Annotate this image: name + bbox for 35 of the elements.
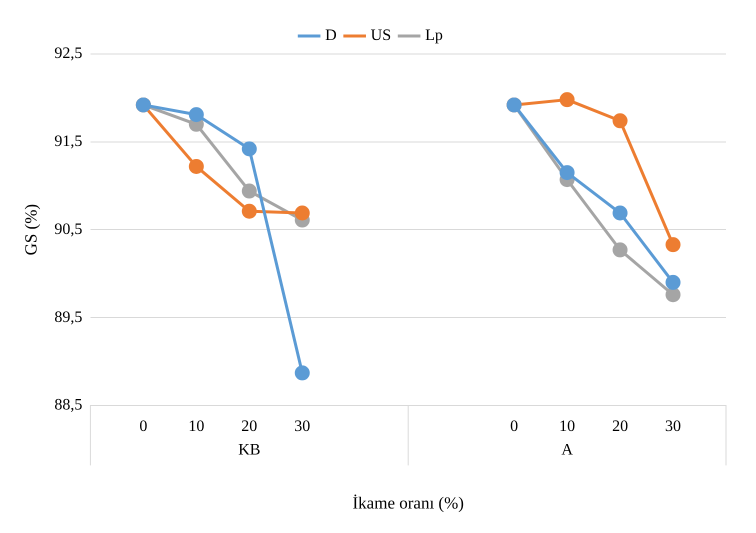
point [242,141,257,156]
point [560,165,575,180]
point [666,274,681,290]
text: A [561,442,574,459]
x-tick-label: 20 [612,418,628,436]
x-tick-label: 10 [188,418,204,436]
y-tick-label: 92,5 [54,45,82,62]
x-tick-label: 10 [559,418,576,436]
x-tick-label: 0 [510,418,518,436]
text: KB [238,442,260,459]
x-tick-label: 20 [241,418,258,436]
legend-label: Lp [425,27,443,44]
legend-label: US [370,27,392,44]
y-tick-label: 89,5 [54,308,82,326]
y-tick-label: 91,5 [54,133,82,150]
point [242,184,257,199]
y-tick-label: 88,5 [54,396,82,414]
point [294,206,310,221]
y-tick-label: 90,5 [54,220,82,238]
point [188,158,204,174]
x-tick-label: 0 [139,418,148,436]
legend-label: D [325,27,337,44]
point [560,92,575,108]
x-tick-label: 30 [665,418,682,436]
point [612,206,628,221]
point [612,113,628,128]
point [188,107,204,122]
point [294,365,310,380]
y-axis-title: GS (%) [22,204,41,256]
point [666,287,681,302]
point [612,242,628,258]
point [242,204,257,219]
point [666,237,681,252]
x-axis-title: İkame oranı (%) [352,493,464,512]
x-tick-label: 30 [294,418,310,436]
